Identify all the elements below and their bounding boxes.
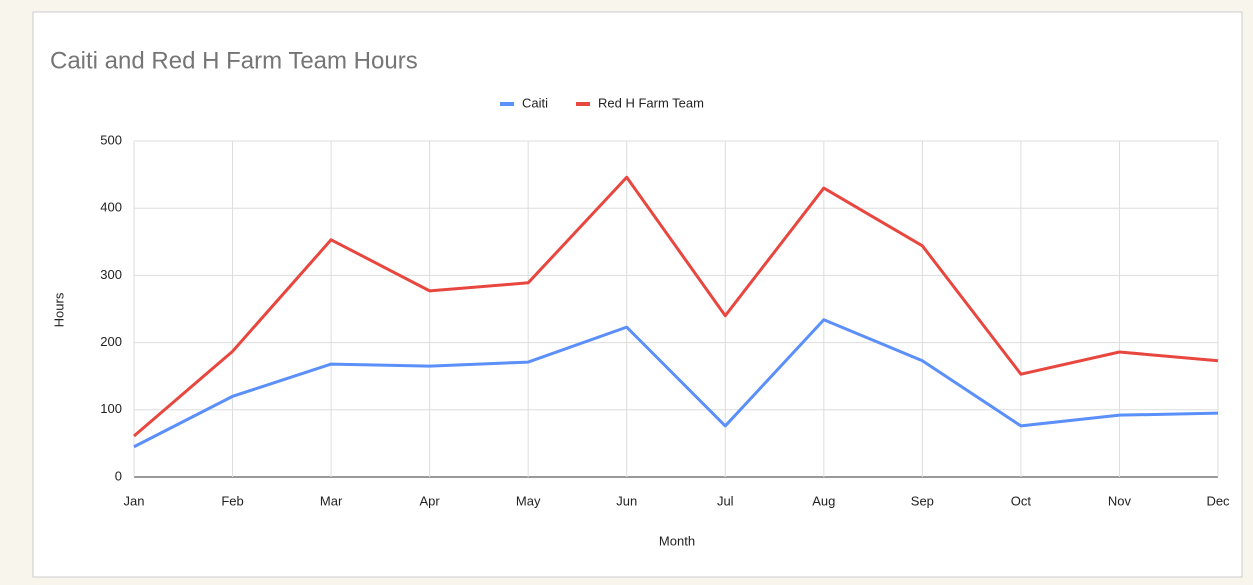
x-tick-label: Jul: [717, 493, 734, 508]
x-tick-label: Mar: [320, 493, 343, 508]
y-axis-label: Hours: [51, 292, 66, 327]
x-tick-label: Jun: [616, 493, 637, 508]
legend-label: Caiti: [522, 95, 548, 110]
y-tick-label: 400: [100, 200, 122, 215]
y-tick-label: 300: [100, 267, 122, 282]
legend-label: Red H Farm Team: [598, 95, 704, 110]
x-tick-label: May: [516, 493, 541, 508]
x-tick-label: Feb: [221, 493, 243, 508]
y-tick-label: 200: [100, 334, 122, 349]
x-axis-label: Month: [659, 533, 695, 548]
x-tick-label: Sep: [911, 493, 934, 508]
x-tick-label: Nov: [1108, 493, 1132, 508]
x-tick-label: Oct: [1011, 493, 1032, 508]
y-tick-label: 0: [115, 468, 122, 483]
x-tick-label: Apr: [420, 493, 441, 508]
x-tick-label: Aug: [812, 493, 835, 508]
y-tick-label: 100: [100, 401, 122, 416]
series-line: [133, 318, 1219, 449]
x-tick-label: Jan: [124, 493, 145, 508]
chart-card: [32, 11, 1243, 578]
y-tick-label: 500: [100, 132, 122, 147]
chart-title: Caiti and Red H Farm Team Hours: [50, 47, 418, 74]
x-tick-label: Dec: [1206, 493, 1230, 508]
series-line: [133, 175, 1219, 438]
